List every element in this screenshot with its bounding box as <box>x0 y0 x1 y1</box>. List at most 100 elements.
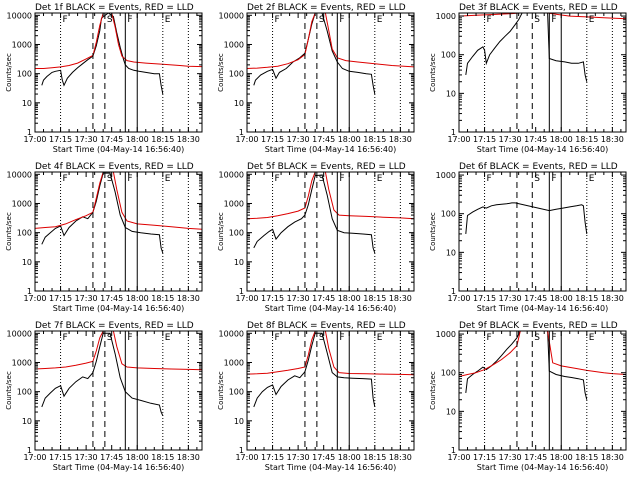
x-tick-label: 17:30 <box>499 294 522 303</box>
x-axis-label: Start Time (04-May-14 16:56:40) <box>53 145 184 154</box>
y-tick-label: 10 <box>234 417 244 426</box>
time-marker-label: E <box>165 15 171 25</box>
time-marker-label: F <box>551 15 556 25</box>
lld-series-line <box>35 172 202 230</box>
x-tick-label: 17:30 <box>75 135 98 144</box>
x-tick-label: 17:15 <box>473 453 496 462</box>
plot-frame <box>458 330 627 451</box>
x-tick-label: 17:15 <box>473 135 496 144</box>
time-marker-label: F <box>551 174 556 184</box>
y-tick-label: 1 <box>27 128 32 137</box>
time-marker-label: F <box>63 333 68 343</box>
x-tick-label: 18:30 <box>601 294 624 303</box>
events-series-line <box>253 174 376 254</box>
x-tick-label: 18:15 <box>151 453 174 462</box>
x-tick-label: 18:30 <box>601 453 624 462</box>
lld-series-line <box>247 331 414 376</box>
plot-frame <box>34 330 203 451</box>
y-tick-label: 100 <box>441 51 456 60</box>
x-tick-label: 17:45 <box>100 294 123 303</box>
x-tick-label: 17:45 <box>312 294 335 303</box>
time-marker-label: S <box>319 15 325 25</box>
x-tick-label: 17:30 <box>75 294 98 303</box>
x-tick-label: 17:00 <box>235 135 258 144</box>
x-tick-label: 18:30 <box>389 135 412 144</box>
panel-title: Det 8f BLACK = Events, RED = LLD <box>247 321 406 331</box>
y-tick-label: 1 <box>239 287 244 296</box>
lld-series-line <box>35 331 202 371</box>
y-axis-label: Counts/sec <box>217 212 225 251</box>
panel-title: Det 7f BLACK = Events, RED = LLD <box>35 321 194 331</box>
panel-title: Det 4f BLACK = Events, RED = LLD <box>35 162 194 172</box>
plot-frame <box>34 171 203 292</box>
x-tick-label: 17:30 <box>287 294 310 303</box>
events-series-line <box>465 13 588 82</box>
x-tick-label: 17:30 <box>75 453 98 462</box>
y-tick-label: 1000 <box>12 358 32 367</box>
x-tick-label: 18:15 <box>363 294 386 303</box>
x-tick-label: 18:00 <box>338 453 361 462</box>
x-tick-label: 17:00 <box>447 453 470 462</box>
time-marker-label: S <box>107 174 113 184</box>
x-tick-label: 17:45 <box>524 294 547 303</box>
x-axis-label: Start Time (04-May-14 16:56:40) <box>265 463 396 472</box>
x-tick-label: 17:30 <box>499 135 522 144</box>
lld-series-line <box>247 172 414 220</box>
x-axis-label: Start Time (04-May-14 16:56:40) <box>265 145 396 154</box>
time-marker-label: F <box>275 333 280 343</box>
x-tick-label: 18:00 <box>338 294 361 303</box>
panel-title: Det 9f BLACK = Events, RED = LLD <box>459 321 618 331</box>
time-marker-label: E <box>165 333 171 343</box>
x-tick-label: 18:00 <box>126 294 149 303</box>
time-marker-label: E <box>377 174 383 184</box>
y-axis-label: Counts/sec <box>429 53 437 92</box>
panel-title: Det 2f BLACK = Events, RED = LLD <box>247 3 406 13</box>
x-tick-label: 18:15 <box>363 135 386 144</box>
y-tick-label: 10000 <box>219 170 244 179</box>
y-tick-label: 1000 <box>436 171 456 180</box>
time-marker-label: E <box>377 15 383 25</box>
x-axis-label: Start Time (04-May-14 16:56:40) <box>477 463 608 472</box>
lld-series-line <box>247 13 414 69</box>
time-marker-label: E <box>589 333 595 343</box>
y-tick-label: 10000 <box>7 329 32 338</box>
x-tick-label: 18:00 <box>126 135 149 144</box>
time-marker-label: F <box>127 333 132 343</box>
y-axis-label: Counts/sec <box>5 212 13 251</box>
events-series-line <box>465 331 588 400</box>
time-marker-label: S <box>534 15 540 25</box>
y-tick-label: 100 <box>229 229 244 238</box>
events-series-line <box>41 332 164 416</box>
x-tick-label: 17:15 <box>49 135 72 144</box>
x-tick-label: 17:00 <box>447 294 470 303</box>
lld-series-line <box>459 13 626 20</box>
x-tick-label: 18:30 <box>389 294 412 303</box>
time-marker-label: F <box>275 15 280 25</box>
x-tick-label: 17:30 <box>287 135 310 144</box>
time-marker-label: F <box>275 174 280 184</box>
y-tick-label: 10 <box>446 89 456 98</box>
x-tick-label: 17:00 <box>235 453 258 462</box>
events-series-line <box>253 332 376 408</box>
y-tick-label: 100 <box>229 70 244 79</box>
y-axis-label: Counts/sec <box>5 371 13 410</box>
y-tick-label: 10 <box>22 258 32 267</box>
time-marker-label: F <box>63 15 68 25</box>
time-marker-label: E <box>589 174 595 184</box>
x-tick-label: 17:15 <box>261 294 284 303</box>
time-marker-label: E <box>377 333 383 343</box>
x-axis-label: Start Time (04-May-14 16:56:40) <box>53 463 184 472</box>
y-tick-label: 1000 <box>224 358 244 367</box>
events-series-line <box>41 13 164 95</box>
x-tick-label: 18:15 <box>151 294 174 303</box>
x-tick-label: 17:45 <box>100 135 123 144</box>
x-tick-label: 17:45 <box>100 453 123 462</box>
x-tick-label: 17:00 <box>23 135 46 144</box>
x-tick-label: 17:45 <box>524 453 547 462</box>
y-tick-label: 1000 <box>12 40 32 49</box>
